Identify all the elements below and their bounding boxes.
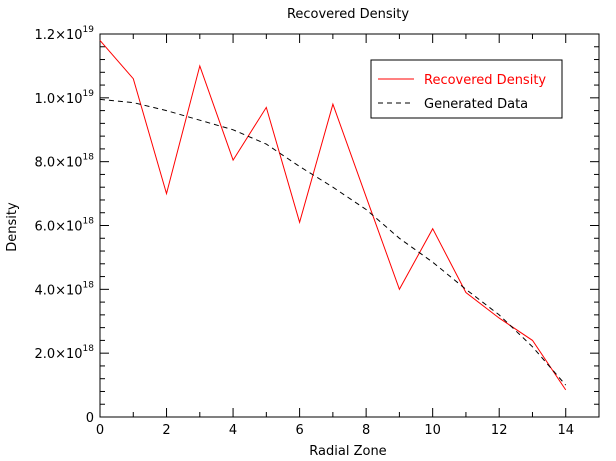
- x-tick-label: 14: [557, 423, 574, 438]
- x-tick-label: 4: [229, 423, 237, 438]
- x-tick-label: 2: [162, 423, 170, 438]
- x-tick-label: 8: [362, 423, 370, 438]
- plot-series: [99, 40, 567, 391]
- x-tick-label: 10: [424, 423, 441, 438]
- series-line-recovered-density: [99, 40, 567, 391]
- y-tick-label: 6.0×1018: [34, 217, 94, 235]
- series-line-generated-data: [99, 98, 567, 386]
- x-tick-label: 0: [96, 423, 104, 438]
- legend-label-generated-data: Generated Data: [424, 97, 528, 112]
- y-tick-label: 4.0×1018: [34, 280, 94, 298]
- x-axis-label: Radial Zone: [309, 444, 386, 459]
- y-tick-label: 8.0×1018: [34, 153, 94, 171]
- y-axis-label: Density: [5, 202, 20, 252]
- y-tick-label: 1.2×1019: [34, 25, 94, 43]
- chart-title: Recovered Density: [287, 7, 409, 22]
- y-tick-label: 2.0×1018: [34, 344, 94, 362]
- y-tick-label: 0: [86, 411, 94, 426]
- x-tick-label: 6: [295, 423, 303, 438]
- axes: 0 2 4 6 8 10 12 14 0 2.0×1018 4.0×1018 6.0×1018 8.0×…: [34, 25, 600, 438]
- y-tick-label: 1.0×1019: [34, 89, 94, 107]
- legend-box: [370, 59, 563, 119]
- legend-label-recovered-density: Recovered Density: [424, 73, 546, 88]
- legend: Recovered Density Generated Data: [370, 59, 563, 119]
- x-tick-label: 12: [491, 423, 508, 438]
